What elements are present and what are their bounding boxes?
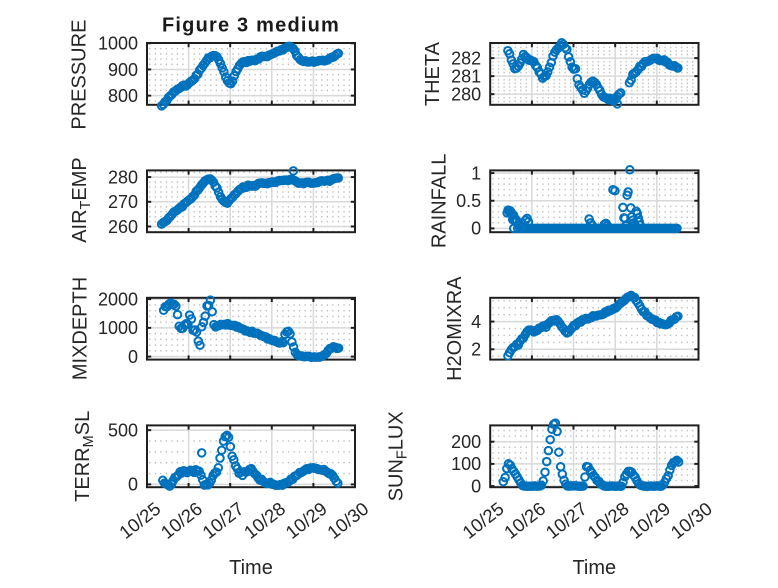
svg-text:0: 0 [471,476,481,496]
svg-text:282: 282 [451,48,481,68]
svg-text:H2OMIXRA: H2OMIXRA [444,276,466,381]
svg-text:PRESSURE: PRESSURE [69,20,91,130]
svg-text:THETA: THETA [422,41,444,106]
svg-text:Figure 3 medium: Figure 3 medium [162,15,340,37]
svg-text:1000: 1000 [98,318,138,338]
svg-text:Time: Time [229,557,273,579]
svg-text:1000: 1000 [98,34,138,54]
svg-text:100: 100 [451,454,481,474]
svg-text:0: 0 [128,347,138,367]
svg-text:2000: 2000 [98,289,138,309]
svg-text:TERRMSL: TERRMSL [72,411,97,502]
svg-text:500: 500 [108,420,138,440]
svg-text:0.5: 0.5 [456,191,481,211]
svg-text:1: 1 [471,163,481,183]
svg-text:0: 0 [471,219,481,239]
svg-text:AIRTEMP: AIRTEMP [69,157,94,243]
svg-text:270: 270 [108,192,138,212]
svg-text:800: 800 [108,86,138,106]
svg-text:4: 4 [471,312,481,332]
svg-text:MIXDEPTH: MIXDEPTH [70,277,92,380]
svg-text:200: 200 [451,432,481,452]
svg-text:281: 281 [451,66,481,86]
svg-text:2: 2 [471,340,481,360]
svg-text:Time: Time [572,557,616,579]
svg-text:280: 280 [108,167,138,187]
svg-text:900: 900 [108,60,138,80]
svg-text:280: 280 [451,84,481,104]
svg-text:RAINFALL: RAINFALL [429,154,451,248]
svg-text:0: 0 [128,475,138,495]
svg-text:260: 260 [108,217,138,237]
